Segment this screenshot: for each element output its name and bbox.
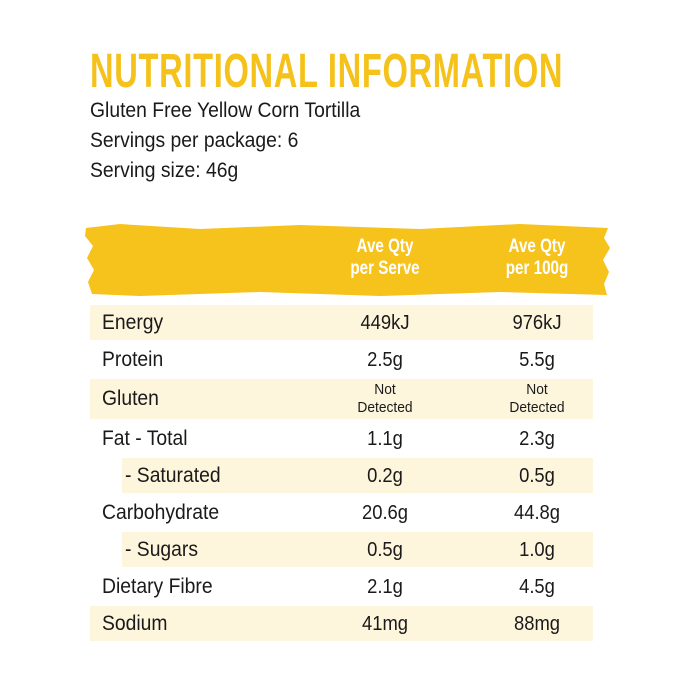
row-label: - Sugars [125, 537, 199, 561]
row-label: Gluten [102, 387, 159, 410]
row-label: Dietary Fibre [102, 574, 213, 598]
cell-value: 2.3g [519, 427, 555, 450]
row-label: Fat - Total [102, 426, 188, 450]
cell-value: 449kJ [360, 311, 410, 334]
column-header: Ave Qty per 100g [505, 236, 569, 279]
cell-value: 2.1g [367, 575, 403, 598]
row-label: Protein [102, 347, 164, 371]
cell-value: 41mg [361, 612, 409, 635]
cell-value: 0.2g [367, 464, 403, 487]
row-label: Sodium [102, 611, 168, 635]
cell-value: 0.5g [519, 464, 555, 487]
cell-value: Not Detected [357, 381, 413, 416]
cell-value: 44.8g [513, 501, 561, 524]
subtitle-line: Gluten Free Yellow Corn Tortilla [90, 99, 361, 122]
row-label: - Saturated [125, 463, 221, 487]
cell-value: 88mg [513, 612, 561, 635]
title: NUTRITIONAL INFORMATION [90, 45, 564, 98]
row-background [122, 458, 593, 493]
cell-value: 976kJ [512, 311, 562, 334]
row-background [122, 532, 593, 567]
row-background [90, 379, 593, 419]
cell-value: 0.5g [367, 538, 403, 561]
row-background [90, 305, 593, 340]
row-label: Carbohydrate [102, 500, 220, 524]
subtitle-line: Servings per package: 6 [90, 129, 299, 152]
cell-value: 1.1g [367, 427, 403, 450]
cell-value: 20.6g [361, 501, 409, 524]
row-background [90, 606, 593, 641]
cell-value: Not Detected [509, 381, 565, 416]
cell-value: 5.5g [519, 348, 555, 371]
cell-value: 1.0g [519, 538, 555, 561]
cell-value: 4.5g [519, 575, 555, 598]
cell-value: 2.5g [367, 348, 403, 371]
subtitle-line: Serving size: 46g [90, 159, 239, 182]
column-header: Ave Qty per Serve [350, 236, 420, 279]
row-label: Energy [102, 310, 164, 334]
